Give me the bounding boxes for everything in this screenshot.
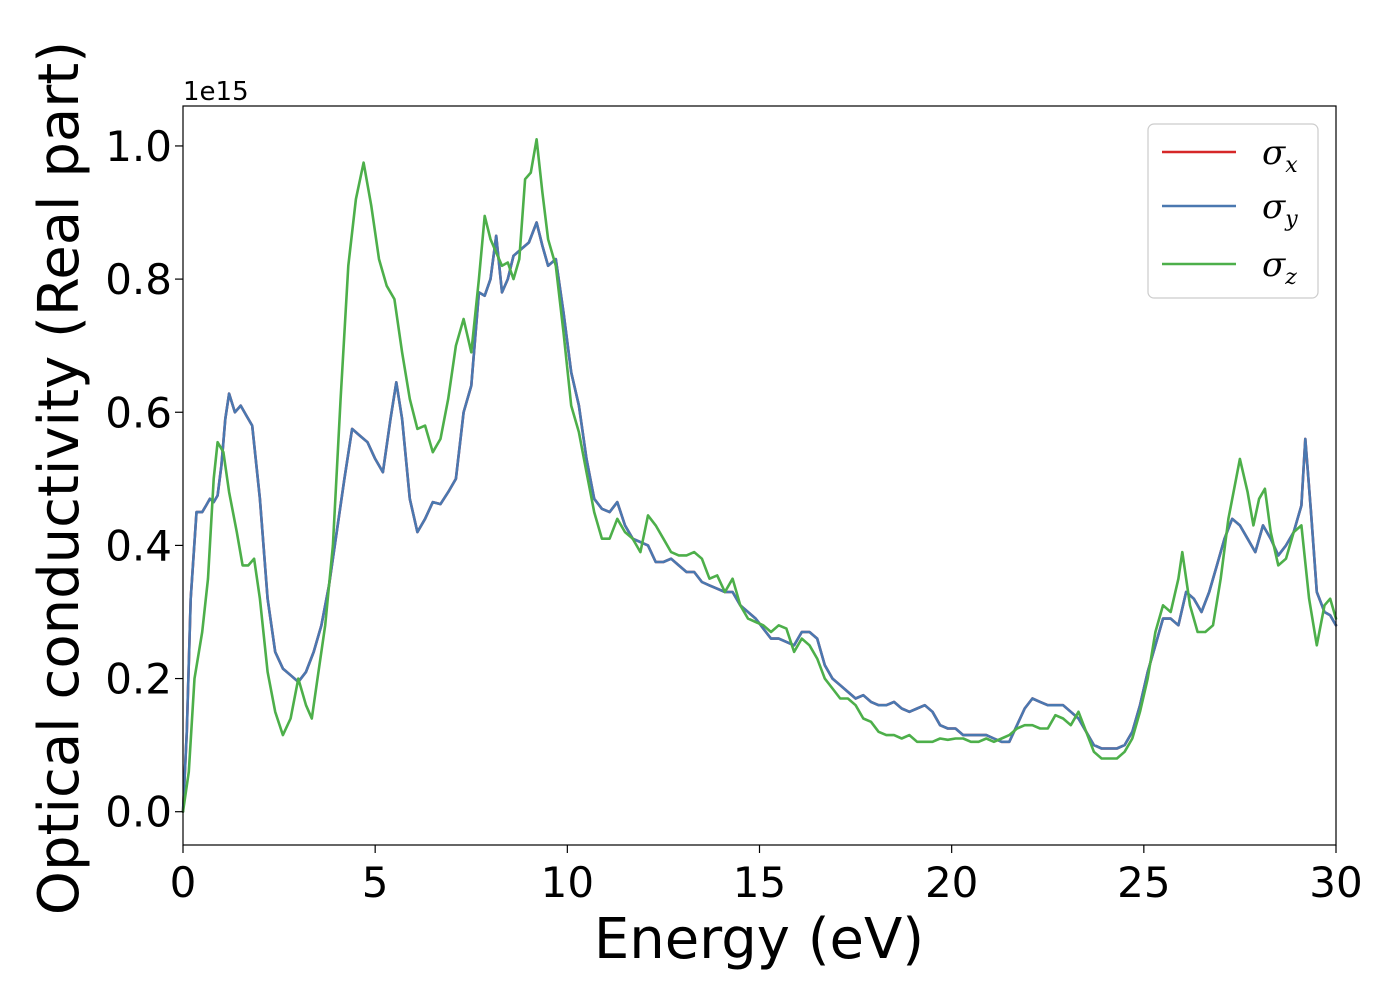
legend-subscript: z: [1284, 265, 1297, 290]
legend-box: [1147, 123, 1319, 299]
y-axis-ticks: 0.0 0.2 0.4 0.6 0.8 1.0: [105, 122, 183, 837]
x-tick-label: 5: [362, 858, 389, 907]
x-tick-label: 0: [170, 858, 197, 907]
y-tick-label: 0.4: [105, 521, 172, 570]
x-tick-label: 25: [1117, 858, 1170, 907]
y-tick-label: 0.2: [105, 655, 172, 704]
y-tick-label: 0.6: [105, 388, 172, 437]
legend-subscript: y: [1284, 207, 1298, 232]
y-tick-label: 0.8: [105, 255, 172, 304]
y-tick-label: 1.0: [105, 122, 172, 171]
y-offset-label: 1e15: [183, 77, 249, 107]
series-layer: [181, 138, 1338, 813]
x-tick-label: 15: [733, 858, 786, 907]
x-tick-label: 30: [1309, 858, 1362, 907]
legend-subscript: x: [1285, 153, 1298, 178]
x-axis-ticks: 0 5 10 15 20 25 30: [170, 845, 1363, 907]
series-line-z: [181, 138, 1338, 813]
x-tick-label: 10: [541, 858, 594, 907]
x-tick-label: 20: [925, 858, 978, 907]
y-axis-label: Optical conductivity (Real part): [27, 41, 92, 915]
x-axis-label: Energy (eV): [594, 907, 924, 972]
y-tick-label: 0.0: [105, 788, 172, 837]
series-line-y: [181, 221, 1338, 813]
